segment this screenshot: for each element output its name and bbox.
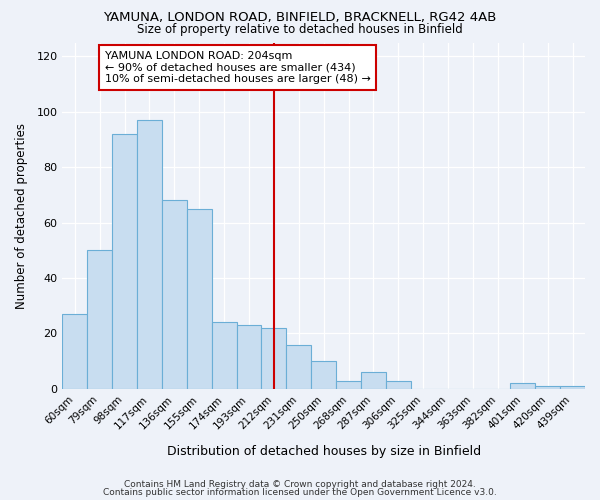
X-axis label: Distribution of detached houses by size in Binfield: Distribution of detached houses by size … xyxy=(167,444,481,458)
Bar xyxy=(386,380,411,389)
Text: Contains public sector information licensed under the Open Government Licence v3: Contains public sector information licen… xyxy=(103,488,497,497)
Bar xyxy=(560,386,585,389)
Text: YAMUNA LONDON ROAD: 204sqm
← 90% of detached houses are smaller (434)
10% of sem: YAMUNA LONDON ROAD: 204sqm ← 90% of deta… xyxy=(104,51,371,84)
Y-axis label: Number of detached properties: Number of detached properties xyxy=(15,122,28,308)
Bar xyxy=(286,344,311,389)
Bar xyxy=(87,250,112,389)
Bar xyxy=(112,134,137,389)
Bar xyxy=(262,328,286,389)
Bar xyxy=(336,380,361,389)
Bar xyxy=(361,372,386,389)
Text: Contains HM Land Registry data © Crown copyright and database right 2024.: Contains HM Land Registry data © Crown c… xyxy=(124,480,476,489)
Text: Size of property relative to detached houses in Binfield: Size of property relative to detached ho… xyxy=(137,22,463,36)
Bar xyxy=(236,325,262,389)
Bar xyxy=(62,314,87,389)
Text: YAMUNA, LONDON ROAD, BINFIELD, BRACKNELL, RG42 4AB: YAMUNA, LONDON ROAD, BINFIELD, BRACKNELL… xyxy=(103,11,497,24)
Bar xyxy=(311,361,336,389)
Bar xyxy=(511,384,535,389)
Bar xyxy=(187,209,212,389)
Bar xyxy=(137,120,162,389)
Bar xyxy=(535,386,560,389)
Bar xyxy=(162,200,187,389)
Bar xyxy=(212,322,236,389)
